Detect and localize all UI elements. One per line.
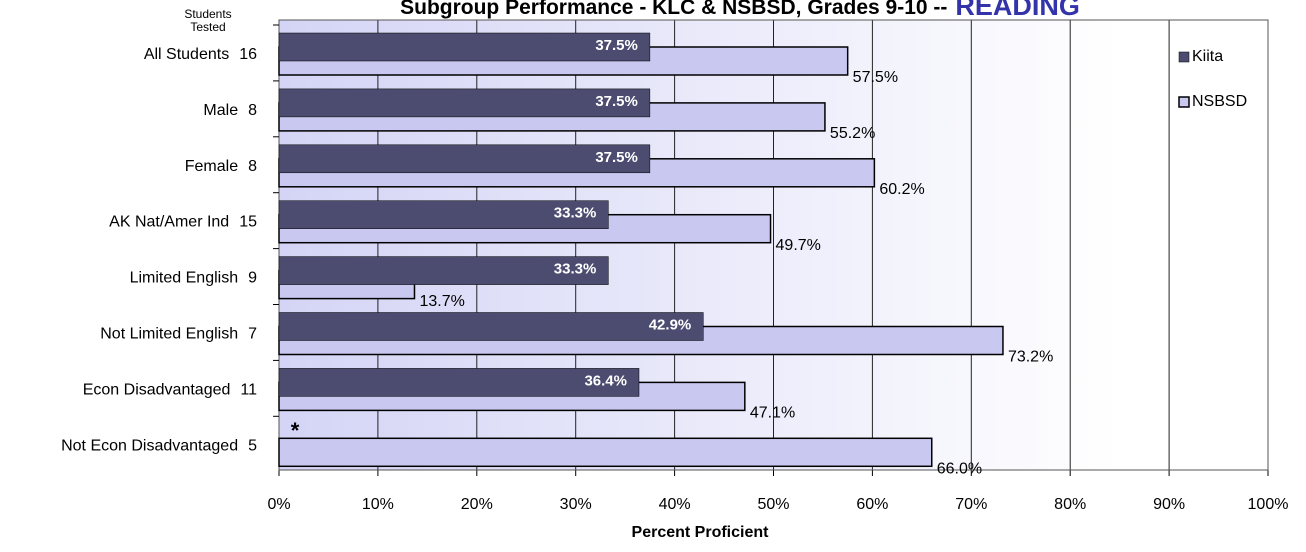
data-label: 33.3% <box>554 261 597 278</box>
students-tested: 8 <box>248 158 257 175</box>
category-name: Not Limited English <box>100 326 238 343</box>
x-tick-label: 100% <box>1248 496 1289 513</box>
students-tested: 5 <box>248 438 257 455</box>
category-header: Students Tested <box>184 7 232 34</box>
x-tick-label: 20% <box>461 496 493 513</box>
title-text: Subgroup Performance - KLC & NSBSD, Grad… <box>400 0 947 19</box>
students-tested: 11 <box>240 382 257 399</box>
category-label: AK Nat/Amer Ind 15 <box>109 214 257 231</box>
x-tick-label: 10% <box>362 496 394 513</box>
data-label: 37.5% <box>595 93 638 110</box>
x-tick-label: 0% <box>267 496 290 513</box>
students-tested: 7 <box>248 326 257 343</box>
category-label: Not Econ Disadvantaged 5 <box>61 438 257 455</box>
category-name: Male <box>203 102 238 119</box>
category-name: Not Econ Disadvantaged <box>61 438 238 455</box>
x-tick-label: 50% <box>757 496 789 513</box>
bar <box>278 88 651 118</box>
legend-label: Kiita <box>1192 48 1223 65</box>
data-label: 49.7% <box>776 237 821 254</box>
students-tested: 15 <box>239 214 257 231</box>
bar <box>278 437 933 468</box>
data-label: 55.2% <box>830 125 875 142</box>
category-label: Male 8 <box>203 102 257 119</box>
category-label: Not Limited English 7 <box>100 326 257 343</box>
chart-title: Subgroup Performance - KLC & NSBSD, Grad… <box>400 0 1080 21</box>
legend-swatch <box>1178 51 1190 63</box>
plot-border <box>278 19 1269 471</box>
data-label: 13.7% <box>419 293 464 310</box>
category-label: Limited English 9 <box>130 270 258 287</box>
x-tick-label: 60% <box>856 496 888 513</box>
legend-label: NSBSD <box>1192 93 1247 110</box>
x-axis-label: Percent Proficient <box>632 524 770 541</box>
title-subject: READING <box>955 0 1080 21</box>
data-label: 60.2% <box>879 181 924 198</box>
category-label: Econ Disadvantaged 11 <box>83 382 257 399</box>
data-label: 36.4% <box>584 372 627 389</box>
data-label: 73.2% <box>1008 349 1053 366</box>
students-tested: 8 <box>248 102 257 119</box>
legend-swatch <box>1178 96 1190 108</box>
bar <box>278 256 609 285</box>
x-tick-label: 80% <box>1054 496 1086 513</box>
category-name: Econ Disadvantaged <box>83 382 231 399</box>
bar <box>278 144 651 174</box>
data-label: 33.3% <box>554 205 597 222</box>
annotation: * <box>291 418 300 443</box>
category-name: AK Nat/Amer Ind <box>109 214 229 231</box>
bar <box>278 368 640 397</box>
category-name: Limited English <box>130 270 239 287</box>
x-tick-label: 30% <box>560 496 592 513</box>
data-label: 66.0% <box>937 461 982 478</box>
data-label: 37.5% <box>595 149 638 166</box>
data-label: 42.9% <box>649 316 692 333</box>
students-tested: 16 <box>239 46 257 63</box>
students-tested: 9 <box>248 270 257 287</box>
data-label: 47.1% <box>750 405 795 422</box>
category-label: Female 8 <box>185 158 257 175</box>
category-label: All Students 16 <box>144 46 257 63</box>
data-label: 57.5% <box>853 69 898 86</box>
category-name: All Students <box>144 46 229 63</box>
bar <box>278 32 651 62</box>
x-tick-label: 40% <box>659 496 691 513</box>
data-label: 37.5% <box>595 37 638 54</box>
category-name: Female <box>185 158 238 175</box>
bar <box>278 312 704 341</box>
x-tick-label: 70% <box>955 496 987 513</box>
x-tick-label: 90% <box>1153 496 1185 513</box>
bar <box>278 200 609 229</box>
